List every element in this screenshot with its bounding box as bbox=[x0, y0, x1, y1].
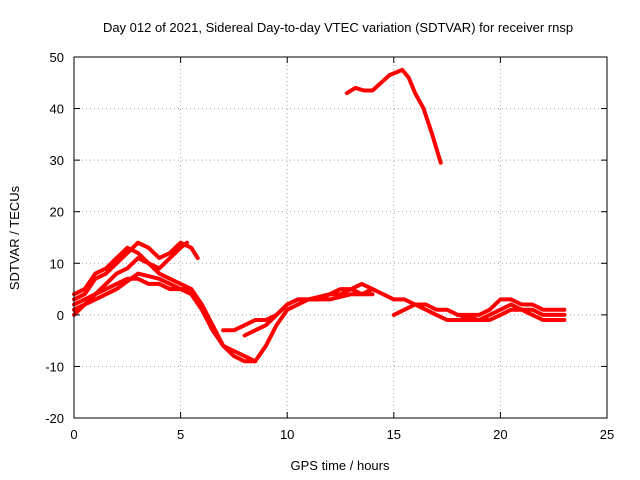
x-axis-label: GPS time / hours bbox=[291, 458, 390, 473]
x-tick-label: 25 bbox=[600, 427, 614, 442]
y-tick-label: 50 bbox=[50, 50, 64, 65]
y-tick-label: -10 bbox=[45, 359, 64, 374]
x-tick-label: 20 bbox=[493, 427, 507, 442]
y-axis-label: SDTVAR / TECUs bbox=[7, 185, 22, 290]
chart-title: Day 012 of 2021, Sidereal Day-to-day VTE… bbox=[103, 20, 573, 35]
x-tick-label: 10 bbox=[280, 427, 294, 442]
plot-frame bbox=[73, 56, 608, 419]
tick-layer: 0 5 10 15 20 25 -20 -10 0 10 20 30 40 50 bbox=[45, 50, 614, 442]
series-line-track-10 bbox=[344, 67, 443, 165]
y-tick-label: 40 bbox=[50, 102, 64, 117]
y-tick-label: 30 bbox=[50, 153, 64, 168]
series-line-track-9 bbox=[455, 302, 567, 322]
series-layer bbox=[72, 67, 567, 364]
y-tick-label: -20 bbox=[45, 411, 64, 426]
series-line-track-7 bbox=[242, 287, 375, 338]
x-tick-label: 15 bbox=[387, 427, 401, 442]
y-tick-label: 20 bbox=[50, 205, 64, 220]
series-line-track-2 bbox=[72, 240, 200, 302]
x-tick-label: 5 bbox=[177, 427, 184, 442]
y-tick-label: 10 bbox=[50, 256, 64, 271]
series-line-track-3 bbox=[72, 245, 194, 297]
y-tick-label: 0 bbox=[57, 308, 64, 323]
x-tick-label: 0 bbox=[70, 427, 77, 442]
grid-layer bbox=[74, 57, 607, 418]
